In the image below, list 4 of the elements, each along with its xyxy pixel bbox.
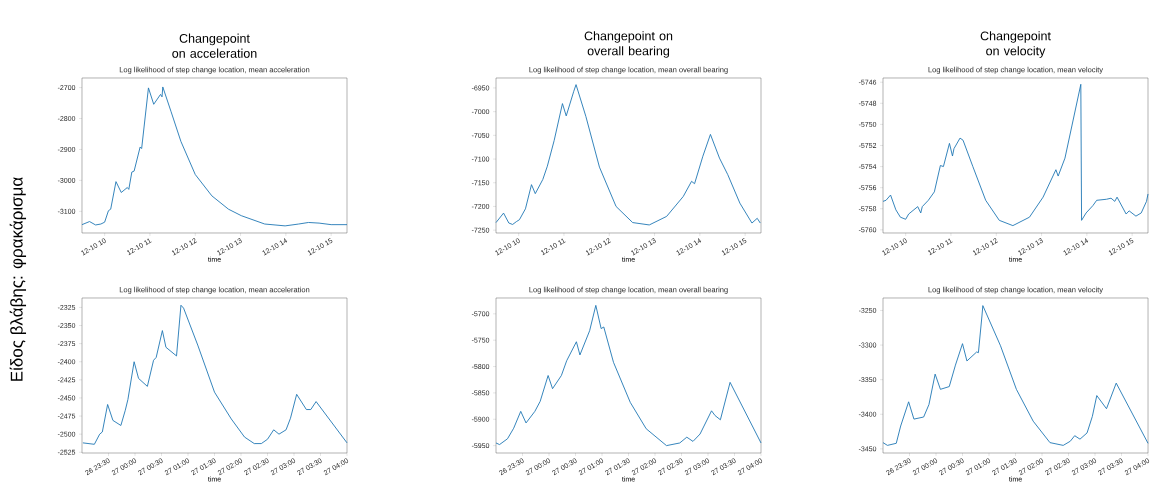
- chart-title: Changepoint on acceleration: [172, 33, 257, 58]
- text: Είδος βλάβης: φρακάρισμα: [9, 177, 27, 381]
- chart-title: Changepoint on overall bearing: [584, 31, 673, 58]
- chart-title: Changepoint on velocity: [980, 31, 1051, 58]
